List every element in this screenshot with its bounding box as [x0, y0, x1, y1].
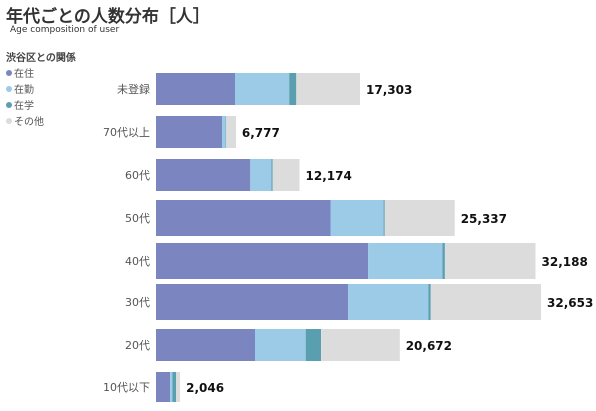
total-label: 20,672 — [406, 339, 452, 353]
bar-segment — [156, 73, 235, 105]
chart-title: 年代ごとの人数分布［人］ — [6, 7, 210, 27]
bar-segment — [170, 372, 173, 402]
bar-segment — [430, 284, 541, 320]
legend: 渋谷区との関係 在住 在勤 在学 その他 — [6, 51, 76, 131]
bar-segment — [296, 73, 360, 105]
bar-segment — [156, 116, 222, 148]
legend-label: 在学 — [14, 101, 34, 112]
legend-dot — [6, 102, 12, 108]
bar-segment — [368, 243, 443, 279]
category-label: 20代 — [125, 339, 150, 352]
bar-segment — [176, 372, 181, 402]
total-label: 25,337 — [461, 212, 507, 226]
legend-item-resident: 在住 — [6, 67, 76, 83]
bar-segment — [348, 284, 429, 320]
bar-segment — [305, 329, 321, 361]
legend-label: 在住 — [14, 69, 34, 80]
bar-segment — [272, 159, 300, 191]
legend-title: 渋谷区との関係 — [6, 53, 76, 64]
total-label: 6,777 — [242, 126, 280, 140]
category-label: 70代以上 — [103, 126, 150, 139]
chart-subtitle: Age composition of user — [10, 25, 120, 35]
category-label: 60代 — [125, 169, 150, 182]
legend-dot — [6, 86, 12, 92]
bar-segment — [289, 73, 297, 105]
bar-segment — [156, 200, 331, 236]
category-label: 40代 — [125, 255, 150, 268]
legend-item-student: 在学 — [6, 99, 76, 115]
bar-segment — [383, 200, 385, 236]
bar-segment — [222, 116, 226, 148]
legend-dot — [6, 70, 12, 76]
legend-label: その他 — [14, 117, 44, 128]
total-label: 32,188 — [542, 255, 588, 269]
total-label: 32,653 — [547, 296, 593, 310]
legend-dot — [6, 118, 12, 124]
bar-segment — [444, 243, 536, 279]
bar-segment — [330, 200, 384, 236]
bar-segment — [156, 159, 251, 191]
bar-segment — [321, 329, 400, 361]
bar-segment — [271, 159, 273, 191]
legend-item-worker: 在勤 — [6, 83, 76, 99]
bar-segment — [235, 73, 290, 105]
category-label: 未登録 — [117, 82, 150, 96]
bar-segment — [225, 116, 227, 148]
bar-segment — [250, 159, 272, 191]
category-label: 50代 — [125, 212, 150, 225]
total-label: 12,174 — [306, 169, 352, 183]
total-label: 2,046 — [186, 381, 224, 395]
bar-segment — [156, 243, 369, 279]
bar-segment — [156, 329, 255, 361]
legend-item-other: その他 — [6, 115, 76, 131]
total-label: 17,303 — [366, 83, 412, 97]
category-label: 30代 — [125, 296, 150, 309]
bar-segment — [428, 284, 431, 320]
bar-segment — [156, 284, 349, 320]
legend-label: 在勤 — [14, 85, 34, 96]
bar-segment — [156, 372, 171, 402]
bar-segment — [172, 372, 176, 402]
bar-segment — [226, 116, 236, 148]
bar-segment — [384, 200, 455, 236]
category-label: 10代以下 — [103, 381, 150, 394]
bar-segment — [442, 243, 445, 279]
bar-segment — [255, 329, 306, 361]
